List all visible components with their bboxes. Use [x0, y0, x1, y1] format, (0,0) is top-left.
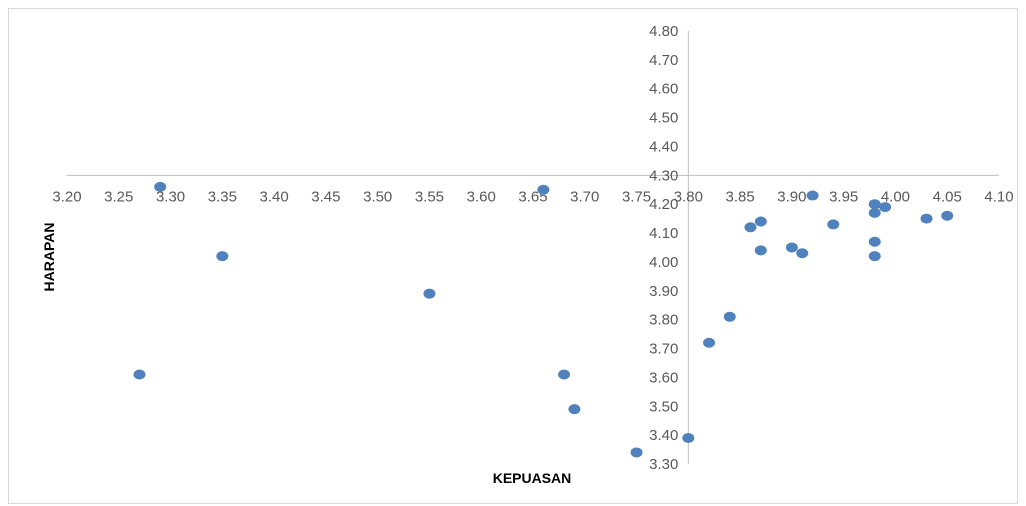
y-tick-label: 4.10: [649, 225, 678, 242]
axes-layer: [67, 31, 999, 464]
x-tick-label: 3.50: [363, 188, 392, 205]
y-tick-label: 4.00: [649, 254, 678, 271]
x-tick-label: 3.95: [829, 188, 858, 205]
x-tick-label: 4.05: [933, 188, 962, 205]
x-tick-label: 4.00: [881, 188, 910, 205]
x-tick-label: 3.85: [726, 188, 755, 205]
data-points: [133, 181, 954, 458]
x-tick-label: 3.20: [52, 188, 81, 205]
chart-frame: 3.20 3.25 3.30 3.35 3.40 3.45 3.50 3.55 3.60 3.65…: [8, 8, 1018, 504]
data-point: [703, 337, 716, 348]
data-point: [806, 190, 819, 201]
data-point: [796, 248, 809, 259]
data-point: [868, 199, 881, 210]
y-tick-label: 3.70: [649, 341, 678, 358]
data-point: [868, 251, 881, 262]
x-tick-label: 3.80: [674, 188, 703, 205]
y-tick-label: 3.90: [649, 283, 678, 300]
y-tick-label: 4.70: [649, 52, 678, 69]
data-point: [154, 181, 167, 192]
data-point: [630, 447, 643, 458]
data-point: [785, 242, 798, 253]
data-point: [941, 210, 954, 221]
x-tick-label: 3.25: [104, 188, 133, 205]
data-point: [537, 184, 550, 195]
x-tick-label: 3.45: [311, 188, 340, 205]
data-point: [423, 288, 436, 299]
x-tick-label: 3.35: [208, 188, 237, 205]
data-point: [723, 311, 736, 322]
y-axis-title: HARAPAN: [41, 223, 57, 292]
data-point: [920, 213, 933, 224]
x-tick-label: 3.70: [570, 188, 599, 205]
x-tick-label: 3.55: [415, 188, 444, 205]
y-tick-label: 4.60: [649, 81, 678, 98]
data-point: [827, 219, 840, 230]
data-point: [754, 245, 767, 256]
data-point: [868, 207, 881, 218]
y-tick-label: 3.50: [649, 398, 678, 415]
data-point: [558, 369, 571, 380]
y-tick-label: 4.20: [649, 196, 678, 213]
y-tick-label: 3.80: [649, 312, 678, 329]
y-tick-label: 4.50: [649, 110, 678, 127]
x-tick-label: 3.60: [467, 188, 496, 205]
data-point: [868, 236, 881, 247]
x-tick-label: 3.30: [156, 188, 185, 205]
y-tick-label: 4.40: [649, 138, 678, 155]
x-tick-label: 3.90: [777, 188, 806, 205]
tick-labels: 3.20 3.25 3.30 3.35 3.40 3.45 3.50 3.55 3.60 3.65…: [52, 23, 1013, 473]
y-tick-label: 3.40: [649, 427, 678, 444]
data-point: [568, 404, 581, 415]
data-point: [879, 202, 892, 213]
y-tick-label: 4.80: [649, 23, 678, 40]
y-tick-label: 3.60: [649, 369, 678, 386]
x-tick-label: 3.40: [260, 188, 289, 205]
y-tick-label: 3.30: [649, 456, 678, 473]
data-point: [744, 222, 757, 233]
y-tick-label: 4.30: [649, 167, 678, 184]
data-point: [682, 433, 695, 444]
data-point: [754, 216, 767, 227]
data-point: [216, 251, 229, 262]
scatter-plot: 3.20 3.25 3.30 3.35 3.40 3.45 3.50 3.55 3.60 3.65…: [41, 23, 1014, 486]
x-tick-label: 4.10: [984, 188, 1013, 205]
data-point: [133, 369, 146, 380]
x-axis-title: KEPUASAN: [493, 470, 572, 486]
x-tick-label: 3.75: [622, 188, 651, 205]
